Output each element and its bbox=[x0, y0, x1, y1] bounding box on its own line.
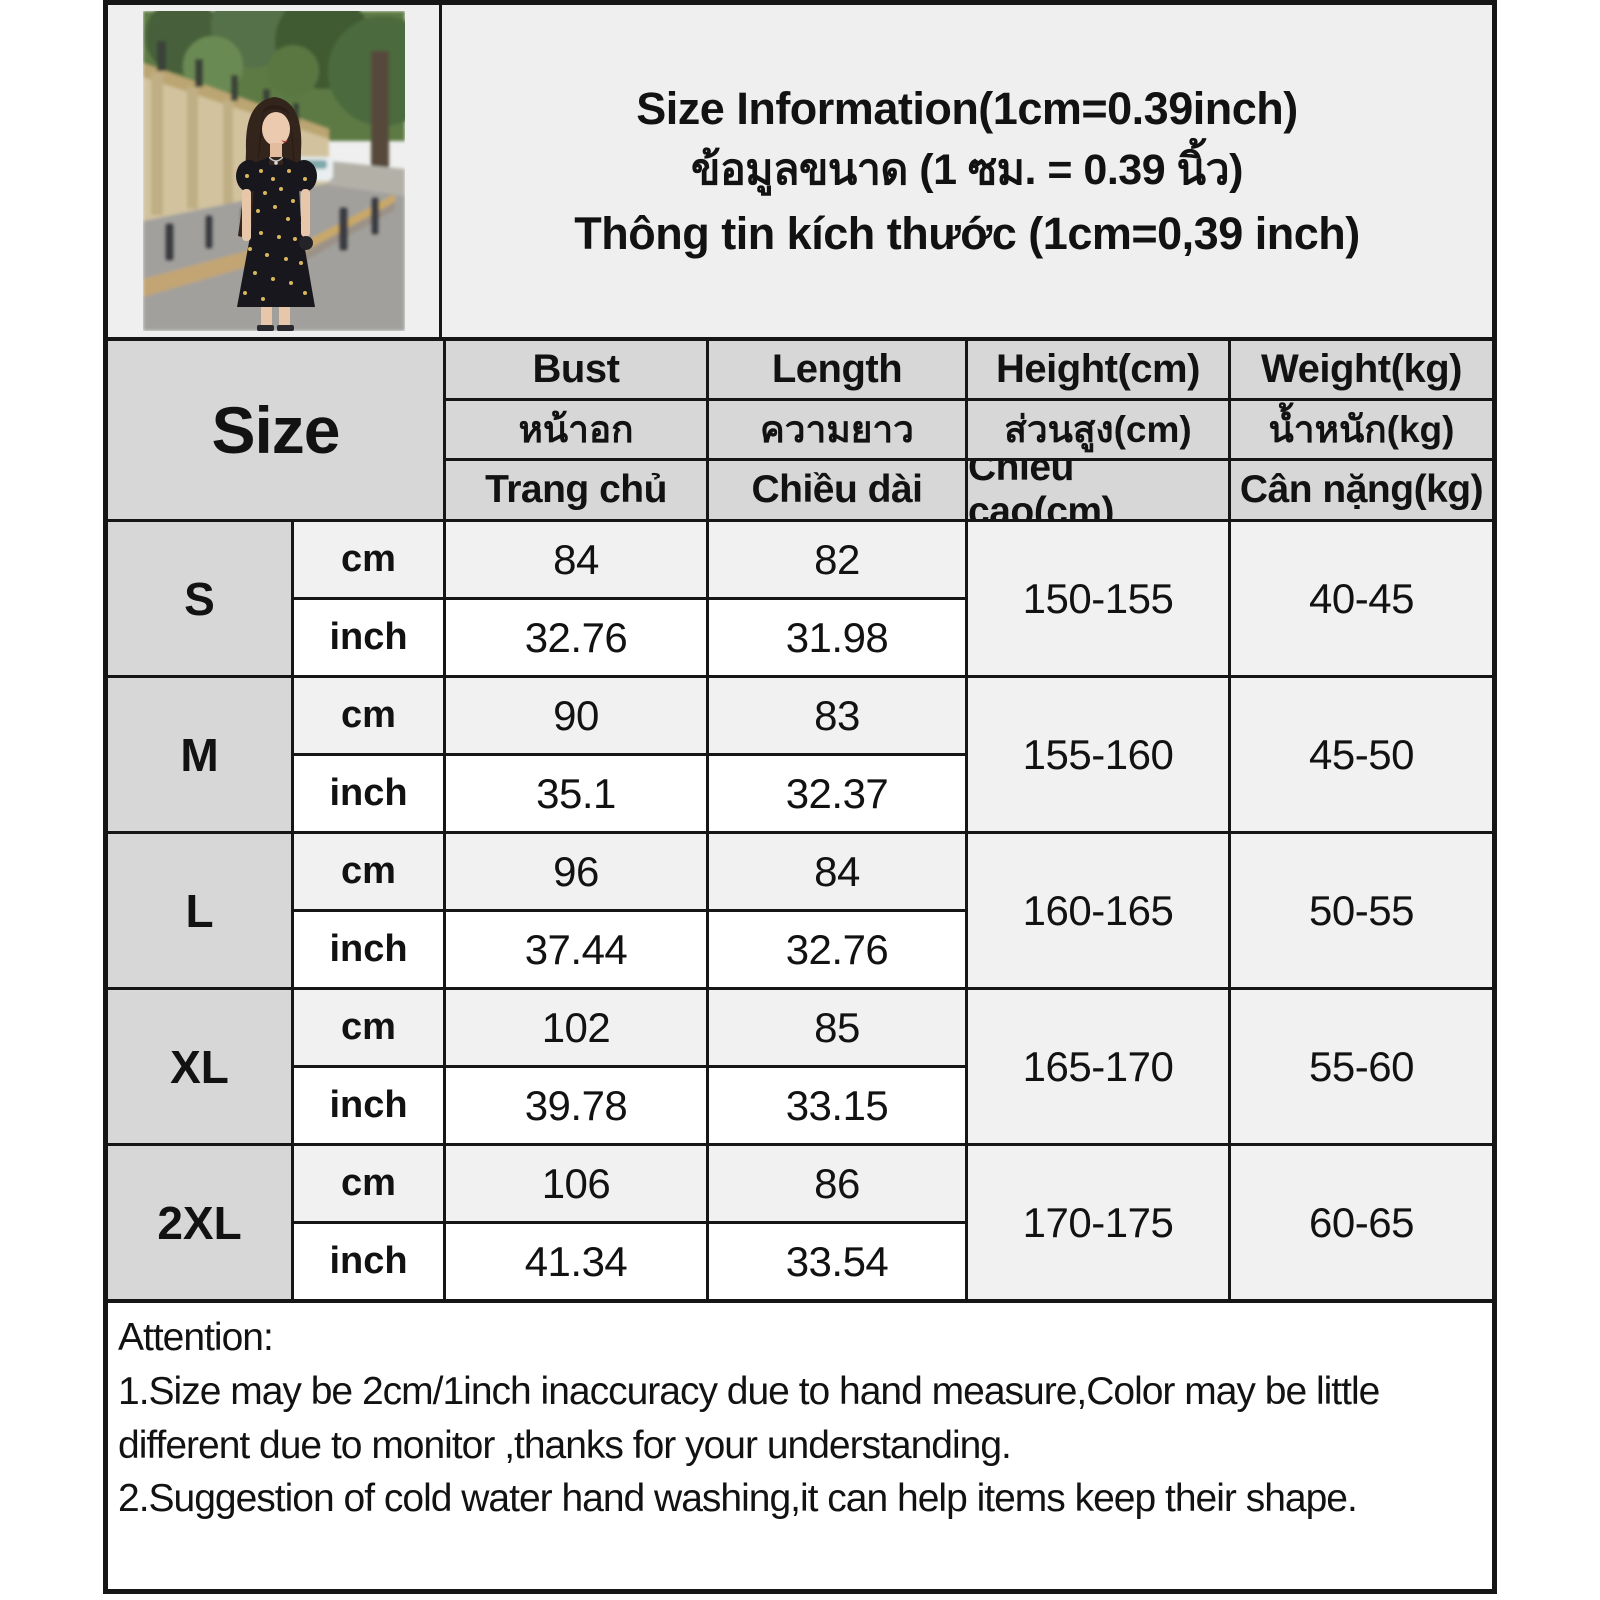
header-height-th: ส่วนสูง(cm) bbox=[968, 401, 1228, 458]
size-table: Size Bust Length Height(cm) Weight(kg) ห… bbox=[108, 341, 1492, 1299]
row-s-length-inch: 31.98 bbox=[709, 600, 965, 675]
header-bust-vi: Trang chủ bbox=[446, 461, 706, 519]
row-xl-bust-inch: 39.78 bbox=[446, 1068, 706, 1143]
row-l-length-inch: 32.76 bbox=[709, 912, 965, 987]
row-xl-length-cm: 85 bbox=[709, 990, 965, 1065]
header-bust-th: หน้าอก bbox=[446, 401, 706, 458]
row-l-bust-cm: 96 bbox=[446, 834, 706, 909]
header-height-vi: Chiều cao(cm) bbox=[968, 461, 1228, 519]
product-photo-illustration bbox=[142, 11, 405, 331]
row-m-unit-cm: cm bbox=[294, 678, 443, 753]
row-m-size: M bbox=[108, 678, 291, 831]
row-l-unit-inch: inch bbox=[294, 912, 443, 987]
attention-note-1: 1.Size may be 2cm/1inch inaccuracy due t… bbox=[118, 1369, 1380, 1467]
row-m-unit-inch: inch bbox=[294, 756, 443, 831]
row-2xl-unit-inch: inch bbox=[294, 1224, 443, 1299]
row-xl-bust-cm: 102 bbox=[446, 990, 706, 1065]
row-2xl-length-cm: 86 bbox=[709, 1146, 965, 1221]
title-english: Size Information(1cm=0.39inch) bbox=[636, 82, 1298, 134]
row-2xl-weight: 60-65 bbox=[1231, 1146, 1492, 1299]
model-figure bbox=[235, 97, 317, 331]
attention-heading: Attention: bbox=[118, 1316, 274, 1359]
row-2xl-bust-inch: 41.34 bbox=[446, 1224, 706, 1299]
row-m-weight: 45-50 bbox=[1231, 678, 1492, 831]
header-bust-en: Bust bbox=[446, 341, 706, 398]
row-l-bust-inch: 37.44 bbox=[446, 912, 706, 987]
row-l-weight: 50-55 bbox=[1231, 834, 1492, 987]
size-corner-label: Size bbox=[108, 341, 443, 519]
size-chart-sheet: Size Information(1cm=0.39inch) ข้อมูลขนา… bbox=[103, 0, 1497, 1594]
header-length-vi: Chiều dài bbox=[709, 461, 965, 519]
row-xl-weight: 55-60 bbox=[1231, 990, 1492, 1143]
row-m-bust-inch: 35.1 bbox=[446, 756, 706, 831]
header-length-th: ความยาว bbox=[709, 401, 965, 458]
row-2xl-length-inch: 33.54 bbox=[709, 1224, 965, 1299]
header-length-en: Length bbox=[709, 341, 965, 398]
row-l-unit-cm: cm bbox=[294, 834, 443, 909]
top-row: Size Information(1cm=0.39inch) ข้อมูลขนา… bbox=[108, 5, 1492, 341]
header-weight-vi: Cân nặng(kg) bbox=[1231, 461, 1492, 519]
row-2xl-height: 170-175 bbox=[968, 1146, 1228, 1299]
title-vietnamese: Thông tin kích thước (1cm=0,39 inch) bbox=[574, 207, 1360, 259]
row-xl-size: XL bbox=[108, 990, 291, 1143]
product-photo bbox=[108, 5, 442, 337]
size-info-title-block: Size Information(1cm=0.39inch) ข้อมูลขนา… bbox=[442, 5, 1492, 337]
row-s-unit-inch: inch bbox=[294, 600, 443, 675]
row-s-bust-cm: 84 bbox=[446, 522, 706, 597]
attention-notes: Attention: 1.Size may be 2cm/1inch inacc… bbox=[108, 1299, 1492, 1527]
row-s-length-cm: 82 bbox=[709, 522, 965, 597]
row-s-weight: 40-45 bbox=[1231, 522, 1492, 675]
header-weight-th: น้ำหนัก(kg) bbox=[1231, 401, 1492, 458]
header-height-en: Height(cm) bbox=[968, 341, 1228, 398]
row-l-length-cm: 84 bbox=[709, 834, 965, 909]
attention-note-2: 2.Suggestion of cold water hand washing,… bbox=[118, 1477, 1358, 1521]
header-weight-en: Weight(kg) bbox=[1231, 341, 1492, 398]
row-2xl-unit-cm: cm bbox=[294, 1146, 443, 1221]
row-xl-unit-inch: inch bbox=[294, 1068, 443, 1143]
row-xl-length-inch: 33.15 bbox=[709, 1068, 965, 1143]
row-s-unit-cm: cm bbox=[294, 522, 443, 597]
row-m-bust-cm: 90 bbox=[446, 678, 706, 753]
row-xl-unit-cm: cm bbox=[294, 990, 443, 1065]
row-s-size: S bbox=[108, 522, 291, 675]
row-s-bust-inch: 32.76 bbox=[446, 600, 706, 675]
row-2xl-size: 2XL bbox=[108, 1146, 291, 1299]
row-xl-height: 165-170 bbox=[968, 990, 1228, 1143]
row-m-length-inch: 32.37 bbox=[709, 756, 965, 831]
row-m-length-cm: 83 bbox=[709, 678, 965, 753]
row-m-height: 155-160 bbox=[968, 678, 1228, 831]
row-l-size: L bbox=[108, 834, 291, 987]
row-s-height: 150-155 bbox=[968, 522, 1228, 675]
row-2xl-bust-cm: 106 bbox=[446, 1146, 706, 1221]
title-thai: ข้อมูลขนาด (1 ซม. = 0.39 นิ้ว) bbox=[691, 146, 1243, 195]
row-l-height: 160-165 bbox=[968, 834, 1228, 987]
